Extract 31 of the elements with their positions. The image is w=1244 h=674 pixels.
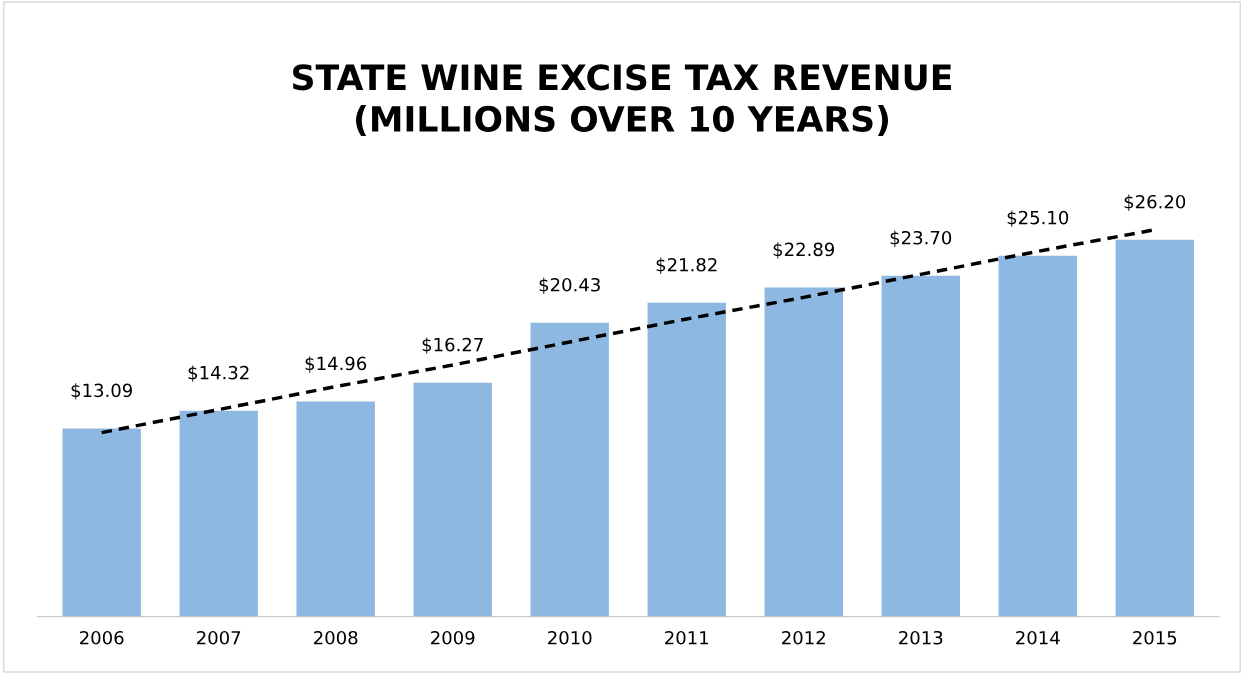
data-label: $22.89 xyxy=(773,242,835,259)
x-tick-label: 2010 xyxy=(548,630,592,645)
bar xyxy=(413,382,492,617)
bar xyxy=(179,410,258,617)
x-tick-label: 2013 xyxy=(899,630,943,645)
bar xyxy=(881,275,960,617)
data-label: $14.32 xyxy=(188,365,249,382)
data-label: $20.43 xyxy=(539,277,600,294)
x-tick-label: 2014 xyxy=(1016,630,1060,645)
bar xyxy=(62,428,141,617)
bar xyxy=(647,302,726,617)
data-label: $23.70 xyxy=(890,230,952,247)
data-label: $16.27 xyxy=(422,337,483,354)
x-tick-label: 2007 xyxy=(197,630,241,645)
x-tick-label: 2015 xyxy=(1133,630,1177,645)
x-tick-label: 2011 xyxy=(665,630,709,645)
x-tick-label: 2009 xyxy=(431,630,475,645)
data-label: $13.09 xyxy=(71,383,132,400)
bar xyxy=(530,322,609,617)
data-label: $26.20 xyxy=(1124,194,1186,211)
chart-title: STATE WINE EXCISE TAX REVENUE (MILLIONS OVER 10 YEARS) xyxy=(293,64,951,137)
x-tick-label: 2006 xyxy=(80,630,124,645)
bar xyxy=(296,401,375,617)
bar xyxy=(764,287,843,617)
data-label: $21.82 xyxy=(656,257,717,274)
bar xyxy=(998,255,1077,617)
x-tick-label: 2008 xyxy=(314,630,358,645)
bar xyxy=(1115,239,1194,617)
x-tick-label: 2012 xyxy=(782,630,825,645)
data-label: $14.96 xyxy=(305,356,367,373)
data-label: $25.10 xyxy=(1007,210,1069,227)
